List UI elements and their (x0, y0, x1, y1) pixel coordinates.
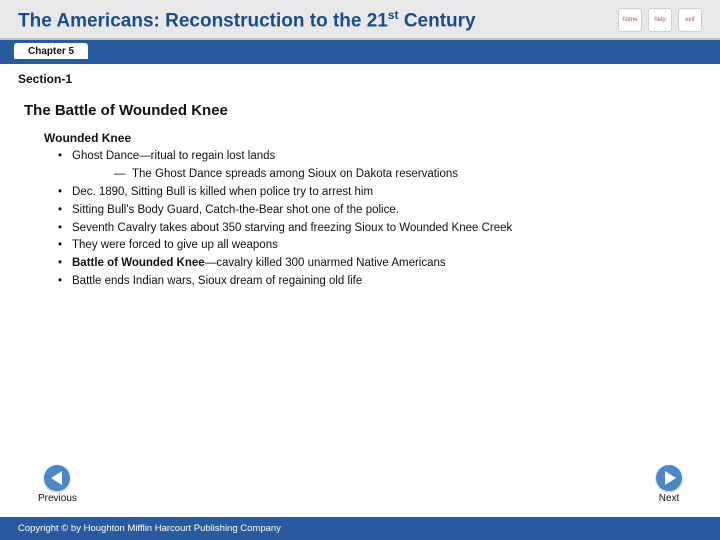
exit-icon[interactable]: exit (678, 8, 702, 32)
bullet-item: Battle of Wounded Knee—cavalry killed 30… (72, 255, 696, 273)
help-icon[interactable]: help (648, 8, 672, 32)
lesson-heading: The Battle of Wounded Knee (24, 102, 696, 119)
home-icon[interactable]: home (618, 8, 642, 32)
top-button-group: home help exit (618, 8, 702, 32)
sub-bullet-item: The Ghost Dance spreads among Sioux on D… (132, 166, 696, 184)
sub-bullet-list: The Ghost Dance spreads among Sioux on D… (132, 166, 696, 184)
chapter-tab: Chapter 5 (14, 43, 88, 59)
previous-arrow-icon (44, 465, 70, 491)
bullet-item: Ghost Dance—ritual to regain lost lands (72, 148, 696, 166)
slide-body: The Battle of Wounded Knee Wounded Knee … (0, 90, 720, 475)
next-arrow-icon (656, 465, 682, 491)
previous-button[interactable]: Previous (38, 465, 77, 504)
chapter-bar: Chapter 5 (0, 40, 720, 64)
previous-label: Previous (38, 493, 77, 504)
lesson-subhead: Wounded Knee (44, 131, 696, 145)
bullet-item: They were forced to give up all weapons (72, 237, 696, 255)
next-button[interactable]: Next (656, 465, 682, 504)
next-label: Next (659, 493, 680, 504)
section-label: Section-1 (0, 64, 720, 90)
book-title: The Americans: Reconstruction to the 21s… (18, 8, 476, 32)
bullet-item: Seventh Cavalry takes about 350 starving… (72, 220, 696, 238)
slide-header: The Americans: Reconstruction to the 21s… (0, 0, 720, 40)
bullet-list: Ghost Dance—ritual to regain lost landsT… (72, 148, 696, 291)
bullet-item: Battle ends Indian wars, Sioux dream of … (72, 273, 696, 291)
bullet-item: Sitting Bull's Body Guard, Catch-the-Bea… (72, 202, 696, 220)
nav-bar: Previous Next (0, 465, 720, 504)
bullet-item: Dec. 1890, Sitting Bull is killed when p… (72, 184, 696, 202)
copyright-footer: Copyright © by Houghton Mifflin Harcourt… (0, 517, 720, 540)
